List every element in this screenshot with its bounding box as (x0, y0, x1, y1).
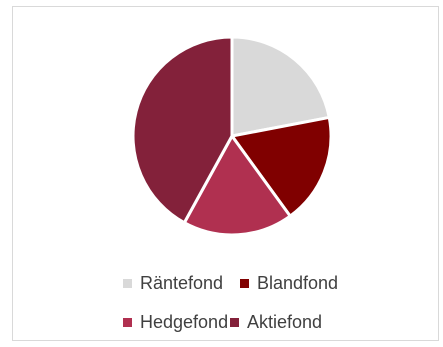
legend-swatch-blandfond (240, 278, 249, 288)
legend-item-aktiefond: Aktiefond (230, 310, 322, 334)
legend-item-rantefond: Räntefond (123, 271, 223, 295)
legend-item-hedgefond: Hedgefond (123, 310, 228, 334)
pie-slice-blandfond (230, 115, 333, 218)
legend-row-2: Hedgefond Aktiefond (0, 310, 443, 334)
legend-swatch-rantefond (123, 278, 132, 288)
legend-item-blandfond: Blandfond (240, 271, 338, 295)
legend-swatch-aktiefond (230, 317, 239, 327)
legend-label-hedgefond: Hedgefond (140, 312, 229, 332)
pie-slice-hedgefond (182, 134, 292, 237)
legend-row-1: Räntefond Blandfond (0, 271, 443, 295)
pie-slice-rantefond (230, 35, 331, 138)
legend-label-blandfond: Blandfond (257, 273, 339, 293)
pie-slice-aktiefond (131, 35, 234, 225)
legend-swatch-hedgefond (123, 317, 132, 327)
legend-label-aktiefond: Aktiefond (247, 312, 323, 332)
legend-label-rantefond: Räntefond (140, 273, 224, 293)
